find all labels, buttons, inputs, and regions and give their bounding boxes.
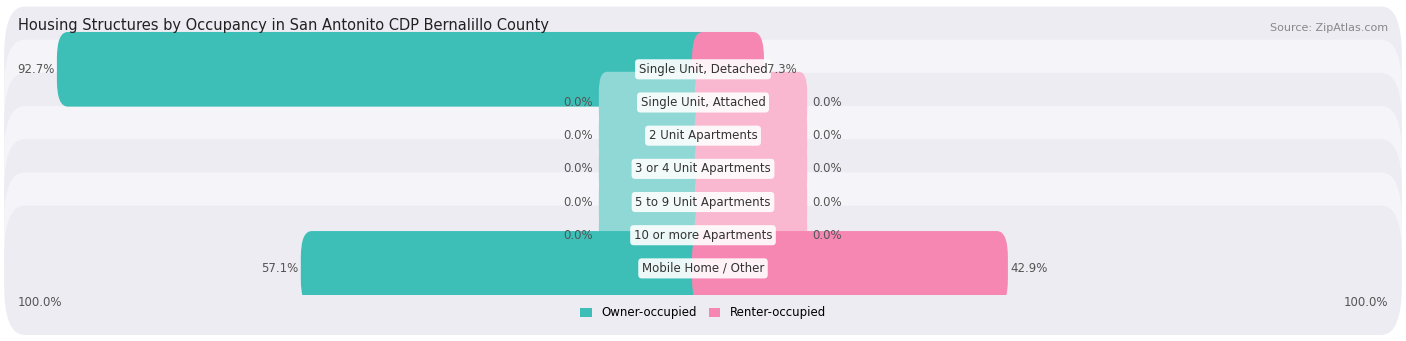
FancyBboxPatch shape bbox=[695, 171, 807, 233]
FancyBboxPatch shape bbox=[4, 206, 1402, 335]
Text: 10 or more Apartments: 10 or more Apartments bbox=[634, 229, 772, 242]
FancyBboxPatch shape bbox=[4, 106, 1402, 235]
Text: 0.0%: 0.0% bbox=[813, 229, 842, 242]
FancyBboxPatch shape bbox=[599, 72, 711, 133]
FancyBboxPatch shape bbox=[4, 173, 1402, 302]
Text: Single Unit, Attached: Single Unit, Attached bbox=[641, 96, 765, 109]
FancyBboxPatch shape bbox=[599, 105, 711, 166]
Text: 0.0%: 0.0% bbox=[813, 96, 842, 109]
Text: 0.0%: 0.0% bbox=[813, 129, 842, 142]
Text: 0.0%: 0.0% bbox=[564, 229, 593, 242]
Text: 0.0%: 0.0% bbox=[564, 96, 593, 109]
Text: 0.0%: 0.0% bbox=[813, 195, 842, 209]
Text: Source: ZipAtlas.com: Source: ZipAtlas.com bbox=[1270, 23, 1388, 33]
FancyBboxPatch shape bbox=[695, 72, 807, 133]
FancyBboxPatch shape bbox=[599, 138, 711, 199]
Text: 100.0%: 100.0% bbox=[1344, 296, 1388, 309]
FancyBboxPatch shape bbox=[692, 32, 763, 107]
Text: 0.0%: 0.0% bbox=[564, 195, 593, 209]
FancyBboxPatch shape bbox=[695, 205, 807, 266]
Text: 0.0%: 0.0% bbox=[813, 162, 842, 175]
FancyBboxPatch shape bbox=[599, 205, 711, 266]
Text: 0.0%: 0.0% bbox=[564, 162, 593, 175]
Text: 2 Unit Apartments: 2 Unit Apartments bbox=[648, 129, 758, 142]
FancyBboxPatch shape bbox=[301, 231, 714, 306]
FancyBboxPatch shape bbox=[695, 138, 807, 199]
FancyBboxPatch shape bbox=[56, 32, 714, 107]
FancyBboxPatch shape bbox=[695, 105, 807, 166]
FancyBboxPatch shape bbox=[599, 171, 711, 233]
Text: 5 to 9 Unit Apartments: 5 to 9 Unit Apartments bbox=[636, 195, 770, 209]
FancyBboxPatch shape bbox=[4, 73, 1402, 202]
FancyBboxPatch shape bbox=[4, 40, 1402, 169]
FancyBboxPatch shape bbox=[4, 6, 1402, 136]
Text: 0.0%: 0.0% bbox=[564, 129, 593, 142]
Legend: Owner-occupied, Renter-occupied: Owner-occupied, Renter-occupied bbox=[575, 301, 831, 324]
Text: 100.0%: 100.0% bbox=[18, 296, 62, 309]
Text: Mobile Home / Other: Mobile Home / Other bbox=[641, 262, 765, 275]
Text: 92.7%: 92.7% bbox=[17, 63, 55, 76]
Text: 3 or 4 Unit Apartments: 3 or 4 Unit Apartments bbox=[636, 162, 770, 175]
Text: 57.1%: 57.1% bbox=[262, 262, 298, 275]
FancyBboxPatch shape bbox=[692, 231, 1008, 306]
Text: 42.9%: 42.9% bbox=[1011, 262, 1047, 275]
Text: Housing Structures by Occupancy in San Antonito CDP Bernalillo County: Housing Structures by Occupancy in San A… bbox=[18, 18, 548, 33]
FancyBboxPatch shape bbox=[4, 139, 1402, 269]
Text: Single Unit, Detached: Single Unit, Detached bbox=[638, 63, 768, 76]
Text: 7.3%: 7.3% bbox=[766, 63, 796, 76]
